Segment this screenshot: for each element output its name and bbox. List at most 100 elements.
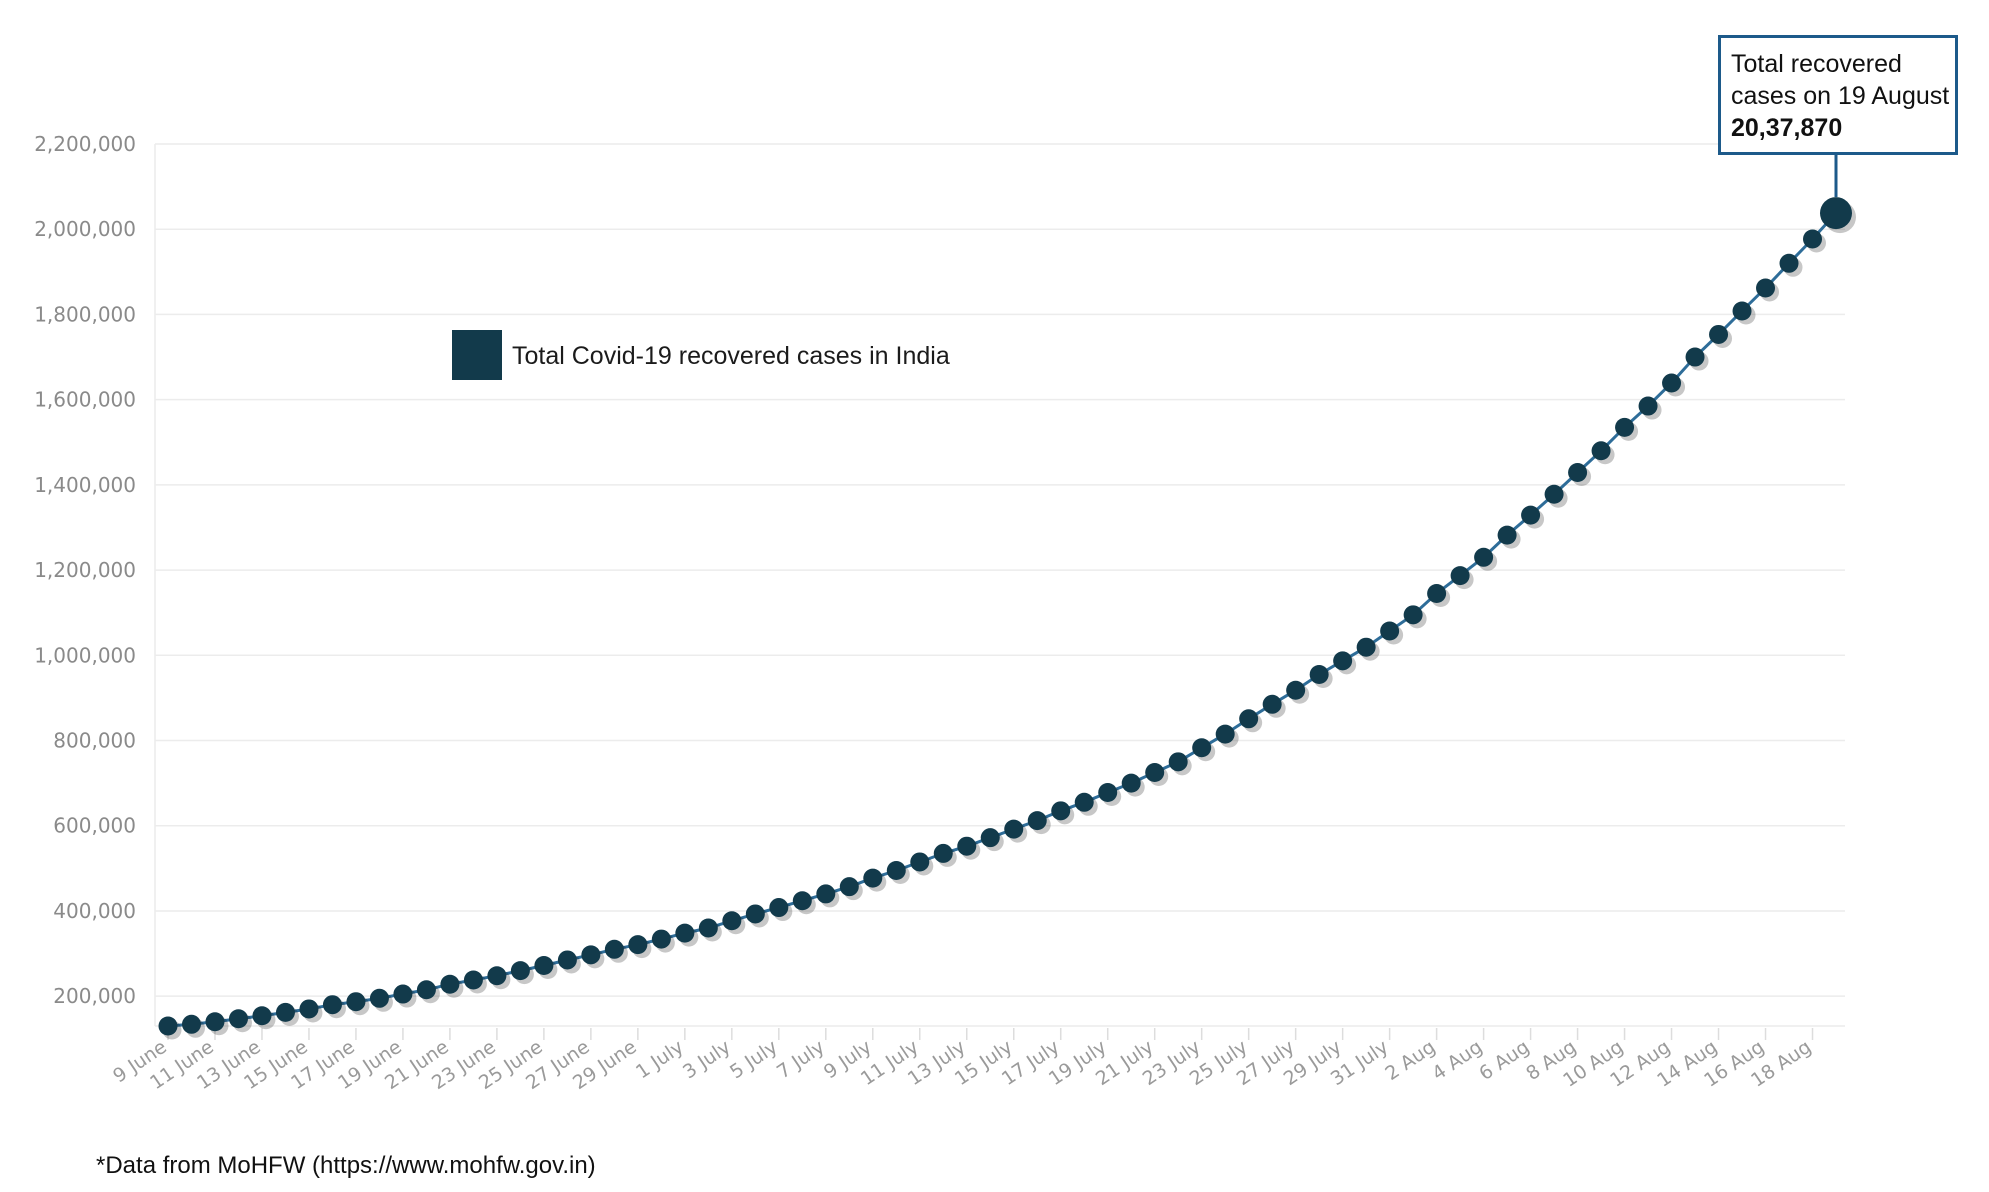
data-point <box>1615 417 1635 437</box>
y-tick-label: 2,200,000 <box>34 132 136 156</box>
data-point <box>1027 811 1047 831</box>
x-tick-label: 5 July <box>726 1036 782 1083</box>
data-point <box>1779 253 1799 273</box>
data-point <box>792 891 812 911</box>
data-point <box>158 1016 178 1036</box>
data-point <box>557 950 577 970</box>
data-point <box>275 1002 295 1022</box>
x-tick-label: 6 Aug <box>1475 1036 1533 1085</box>
data-point <box>1286 680 1306 700</box>
series-recovered-cases <box>158 197 1856 1040</box>
data-point <box>1004 819 1024 839</box>
y-tick-label: 1,400,000 <box>34 473 136 497</box>
data-point <box>1803 229 1823 249</box>
data-point <box>1427 584 1447 604</box>
data-point <box>1591 441 1611 461</box>
data-point <box>1333 651 1353 671</box>
y-axis-ticks: 200,000 400,000 600,000 800,000 1,000,000 1,2… <box>34 132 136 1008</box>
data-point <box>651 929 671 949</box>
y-tick-label: 1,200,000 <box>34 558 136 582</box>
data-point <box>957 836 977 856</box>
data-point <box>1521 505 1541 525</box>
legend-label: Total Covid-19 recovered cases in India <box>512 342 950 370</box>
y-tick-label: 400,000 <box>53 899 136 923</box>
data-point <box>181 1014 201 1034</box>
data-point <box>534 955 554 975</box>
data-point <box>1051 801 1071 821</box>
data-point <box>886 860 906 880</box>
data-point <box>1074 792 1094 812</box>
data-point <box>769 898 789 918</box>
data-point <box>346 992 366 1012</box>
x-tick-label: 4 Aug <box>1428 1036 1486 1085</box>
y-tick-label: 2,000,000 <box>34 217 136 241</box>
data-point <box>1497 525 1517 545</box>
data-point <box>1685 347 1705 367</box>
series-line <box>167 212 1838 1028</box>
data-point <box>839 877 859 897</box>
data-point <box>581 945 601 965</box>
annotation-callout: Total recovered cases on 19 August 20,37… <box>1718 35 1958 155</box>
data-point <box>1544 484 1564 504</box>
data-point <box>1356 637 1376 657</box>
data-point <box>1568 463 1588 483</box>
data-point <box>604 939 624 959</box>
data-point <box>745 904 765 924</box>
data-point <box>698 918 718 938</box>
annotation-line1: Total recovered <box>1731 50 1902 78</box>
y-tick-label: 1,600,000 <box>34 388 136 412</box>
annotation-value: 20,37,870 <box>1731 114 1843 142</box>
gridlines <box>154 143 1845 1027</box>
data-point <box>1474 547 1494 567</box>
data-point <box>1239 709 1259 729</box>
data-point <box>487 966 507 986</box>
data-point <box>1168 752 1188 772</box>
data-point <box>816 884 836 904</box>
data-point <box>369 988 389 1008</box>
y-tick-label: 1,800,000 <box>34 302 136 326</box>
y-tick-label: 600,000 <box>53 814 136 838</box>
footnote: *Data from MoHFW (https://www.mohfw.gov.… <box>96 1152 596 1179</box>
x-tick-label: 3 July <box>679 1036 735 1083</box>
data-point <box>1380 621 1400 641</box>
data-point-highlight <box>1820 197 1852 230</box>
data-point <box>722 911 742 931</box>
data-point <box>228 1009 248 1029</box>
x-tick-label: 7 July <box>773 1036 829 1083</box>
x-tick-label: 2 Aug <box>1381 1036 1439 1085</box>
data-point <box>1732 301 1752 321</box>
y-tick-label: 1,000,000 <box>34 643 136 667</box>
data-point <box>910 852 930 872</box>
data-point <box>416 980 436 1000</box>
data-point <box>1662 373 1682 393</box>
data-point <box>1709 324 1729 344</box>
data-point <box>1192 738 1212 758</box>
data-point <box>510 961 530 981</box>
data-point <box>1638 396 1658 416</box>
data-point <box>675 923 695 943</box>
data-point <box>252 1006 272 1026</box>
data-point <box>1121 773 1141 793</box>
data-point <box>205 1012 225 1032</box>
data-point <box>1262 694 1282 714</box>
data-point <box>1309 664 1329 684</box>
data-point <box>1215 724 1235 744</box>
x-tick-label: 1 July <box>632 1036 688 1083</box>
data-point <box>1145 762 1165 782</box>
data-point <box>933 843 953 863</box>
legend-swatch <box>452 330 502 380</box>
data-point <box>440 974 460 994</box>
data-point <box>322 995 342 1015</box>
data-point <box>628 935 648 955</box>
legend: Total Covid-19 recovered cases in India <box>452 330 950 380</box>
data-point <box>463 970 483 990</box>
data-point <box>1450 566 1470 586</box>
y-tick-label: 800,000 <box>53 729 136 753</box>
data-point <box>393 984 413 1004</box>
y-tick-label: 200,000 <box>53 984 136 1008</box>
data-point <box>1098 783 1118 803</box>
data-point <box>1403 605 1423 625</box>
annotation-line2: cases on 19 August <box>1731 82 1950 110</box>
